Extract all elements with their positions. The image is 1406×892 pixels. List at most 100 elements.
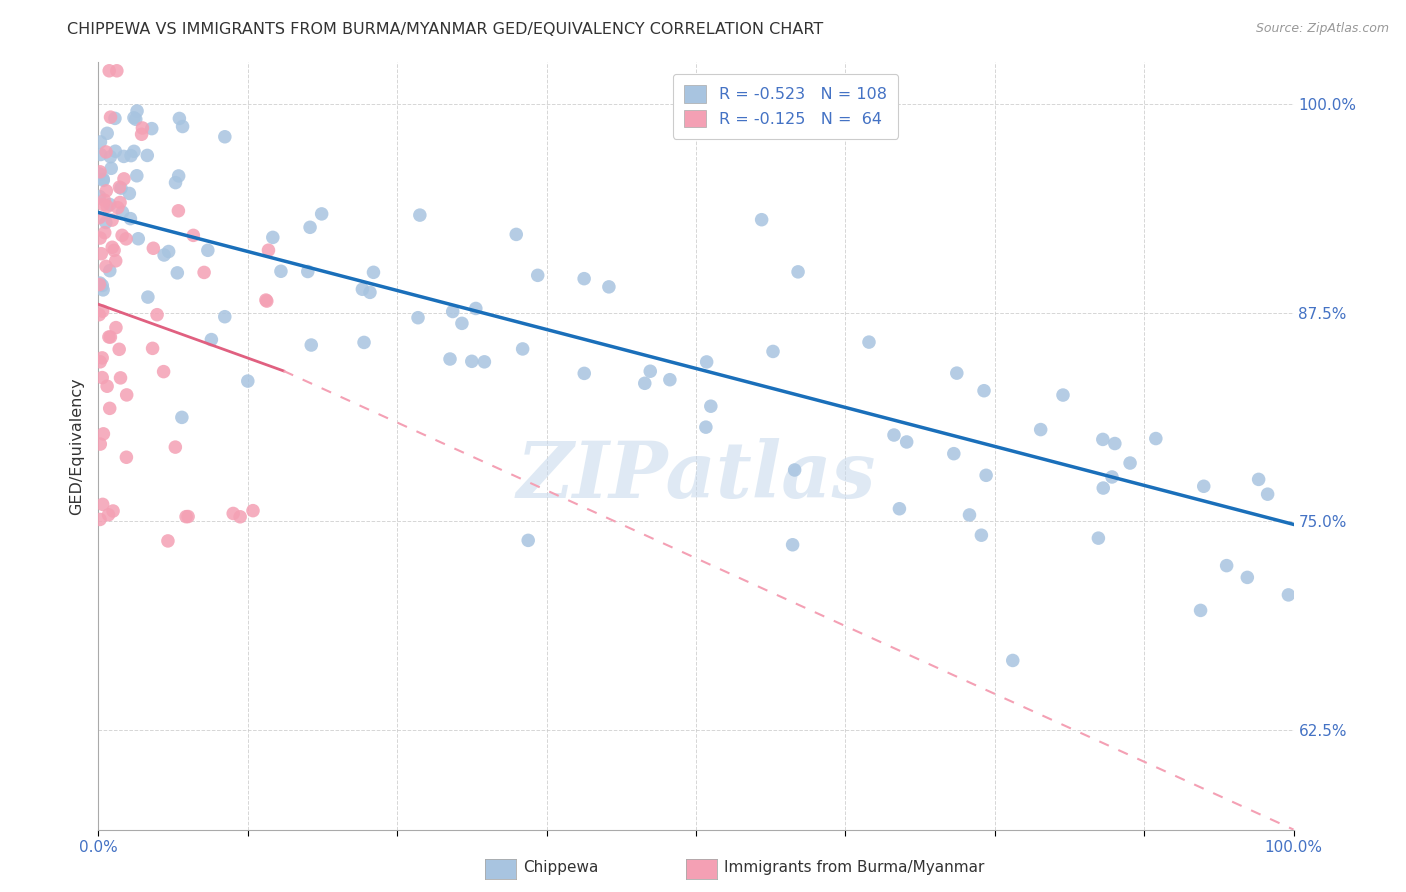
- Point: [1189, 603, 1212, 617]
- Point: [104, 145, 127, 159]
- Point: [90, 147, 112, 161]
- Point: [236, 374, 259, 388]
- Point: [91, 351, 114, 365]
- Point: [120, 211, 142, 226]
- Point: [1087, 531, 1109, 545]
- Legend: R = -0.523   N = 108, R = -0.125   N =  64: R = -0.523 N = 108, R = -0.125 N = 64: [673, 74, 898, 138]
- Point: [89, 165, 111, 179]
- Point: [782, 538, 804, 552]
- Point: [214, 310, 236, 324]
- Point: [889, 501, 911, 516]
- Point: [461, 354, 484, 368]
- Point: [142, 241, 165, 255]
- Point: [297, 264, 319, 278]
- Point: [973, 384, 995, 398]
- Point: [96, 184, 118, 198]
- Point: [883, 428, 905, 442]
- Point: [89, 135, 111, 149]
- Point: [115, 450, 138, 465]
- Point: [94, 215, 117, 229]
- Point: [169, 112, 191, 126]
- Point: [200, 333, 222, 347]
- Point: [91, 172, 114, 186]
- Point: [115, 388, 138, 402]
- Point: [152, 365, 174, 379]
- Point: [131, 120, 153, 135]
- Point: [517, 533, 540, 548]
- Point: [1236, 570, 1258, 584]
- Point: [1247, 472, 1270, 486]
- Point: [1257, 487, 1279, 501]
- Point: [89, 231, 111, 245]
- Point: [157, 244, 180, 259]
- Point: [505, 227, 527, 242]
- Point: [1101, 470, 1123, 484]
- Point: [100, 110, 122, 124]
- Point: [695, 420, 717, 434]
- Point: [970, 528, 993, 542]
- Point: [100, 330, 122, 344]
- Point: [101, 213, 124, 227]
- Point: [858, 335, 880, 350]
- Point: [959, 508, 981, 522]
- Y-axis label: GED/Equivalency: GED/Equivalency: [69, 377, 84, 515]
- Point: [270, 264, 292, 278]
- Point: [89, 167, 111, 181]
- Point: [1119, 456, 1142, 470]
- Point: [1192, 479, 1215, 493]
- Point: [100, 150, 122, 164]
- Point: [104, 112, 127, 126]
- Point: [136, 148, 159, 162]
- Point: [112, 172, 135, 186]
- Point: [97, 330, 120, 344]
- Point: [101, 504, 124, 518]
- Point: [165, 176, 187, 190]
- Point: [783, 463, 806, 477]
- Point: [974, 468, 997, 483]
- Point: [946, 366, 969, 380]
- Point: [125, 169, 148, 183]
- Point: [751, 212, 773, 227]
- Point: [229, 509, 252, 524]
- Point: [96, 126, 118, 140]
- Point: [638, 364, 661, 378]
- Point: [1052, 388, 1074, 402]
- Point: [98, 401, 121, 416]
- Point: [142, 342, 165, 356]
- Point: [91, 278, 114, 293]
- Point: [214, 129, 236, 144]
- Point: [122, 111, 145, 125]
- Point: [526, 268, 548, 283]
- Point: [1144, 432, 1167, 446]
- Point: [451, 317, 474, 331]
- Point: [762, 344, 785, 359]
- Point: [94, 145, 117, 159]
- Point: [108, 195, 131, 210]
- Point: [441, 304, 464, 318]
- Point: [634, 376, 657, 391]
- Point: [174, 509, 197, 524]
- Point: [89, 189, 111, 203]
- Point: [112, 149, 135, 163]
- Point: [89, 308, 111, 322]
- Point: [257, 244, 280, 258]
- Point: [193, 265, 215, 279]
- Point: [91, 173, 114, 187]
- Point: [90, 246, 112, 260]
- Point: [93, 197, 115, 211]
- Point: [166, 266, 188, 280]
- Point: [242, 503, 264, 517]
- Point: [110, 371, 132, 385]
- Point: [93, 193, 115, 207]
- Point: [94, 260, 117, 274]
- Point: [1277, 588, 1299, 602]
- Point: [165, 440, 187, 454]
- Point: [108, 343, 131, 357]
- Text: Immigrants from Burma/Myanmar: Immigrants from Burma/Myanmar: [724, 860, 984, 874]
- Point: [254, 293, 277, 307]
- Point: [103, 244, 125, 258]
- Point: [1029, 423, 1052, 437]
- Point: [100, 161, 122, 176]
- Point: [118, 186, 141, 201]
- Point: [170, 410, 193, 425]
